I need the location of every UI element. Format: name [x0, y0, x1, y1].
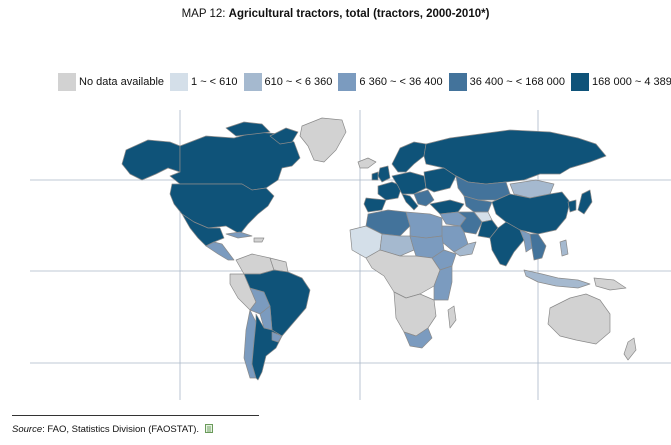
legend-swatch [170, 73, 189, 91]
country-libya-egypt [405, 211, 443, 239]
country-myanmar [519, 229, 533, 253]
legend-label: No data available [79, 76, 165, 88]
legend-label: 1 ~ < 610 [191, 76, 238, 88]
legend-item-class-4: 36 400 ~ < 168 000 [448, 73, 566, 91]
country-new-zealand [623, 337, 637, 361]
map-title-text: Agricultural tractors, total (tractors, … [228, 8, 490, 20]
country-caribbean [253, 237, 265, 243]
country-iceland [357, 157, 377, 169]
country-scandinavia [391, 141, 427, 173]
country-usa [169, 183, 275, 235]
country-central-america [205, 241, 235, 261]
source-note: Source: FAO, Statistics Division (FAOSTA… [12, 424, 213, 435]
country-southern-africa [393, 291, 437, 337]
legend-item-class-5: 168 000 ~ 4 389 812 [571, 73, 671, 91]
country-russia [423, 129, 607, 185]
country-ireland [371, 171, 379, 181]
legend-swatch [58, 73, 76, 91]
legend-item-class-2: 610 ~ < 6 360 [243, 73, 333, 91]
legend-item-class-1: 1 ~ < 610 [170, 73, 238, 91]
source-rule [12, 415, 259, 416]
country-central-europe [391, 171, 427, 195]
country-philippines [559, 239, 569, 257]
source-label: Source [12, 424, 43, 435]
legend-swatch [571, 73, 590, 91]
legend-label: 6 360 ~ < 36 400 [359, 76, 443, 88]
country-mexico [181, 213, 225, 247]
legend-item-class-3: 6 360 ~ < 36 400 [338, 73, 443, 91]
country-cuba [225, 231, 253, 239]
country-indonesia [523, 269, 591, 289]
legend-label: 36 400 ~ < 168 000 [469, 76, 566, 88]
map-title: MAP 12: Agricultural tractors, total (tr… [0, 8, 671, 20]
legend-swatch [338, 73, 357, 91]
country-canada-arctic [225, 121, 271, 137]
country-usa-alaska [121, 139, 181, 181]
country-japan [577, 189, 593, 215]
countries [121, 117, 637, 381]
country-indochina [529, 233, 547, 261]
legend-label: 610 ~ < 6 360 [264, 76, 333, 88]
country-italy [401, 193, 419, 211]
country-new-guinea [593, 277, 627, 291]
legend-swatch [243, 73, 262, 91]
country-uruguay [271, 331, 283, 343]
world-map [30, 110, 671, 400]
country-korea [567, 199, 577, 213]
country-iberia [363, 197, 387, 213]
legend: No data available 1 ~ < 610 610 ~ < 6 36… [58, 73, 671, 91]
legend-label: 168 000 ~ 4 389 812 [592, 76, 671, 88]
map-number: MAP 12: [181, 8, 229, 20]
spreadsheet-icon[interactable] [204, 424, 213, 433]
country-greenland [299, 117, 347, 163]
country-brazil [243, 269, 311, 337]
country-france [377, 181, 403, 201]
country-yemen-oman [453, 241, 477, 257]
legend-swatch [448, 73, 467, 91]
legend-item-no-data: No data available [58, 73, 164, 91]
country-turkey [429, 199, 465, 215]
source-text: : FAO, Statistics Division (FAOSTAT). [42, 424, 200, 435]
country-balkans [413, 189, 435, 207]
country-india [489, 221, 525, 267]
country-south-africa [403, 327, 433, 349]
country-argentina [251, 313, 283, 381]
country-australia [547, 293, 611, 345]
country-madagascar [447, 305, 457, 329]
country-canada-baffin [269, 127, 299, 145]
